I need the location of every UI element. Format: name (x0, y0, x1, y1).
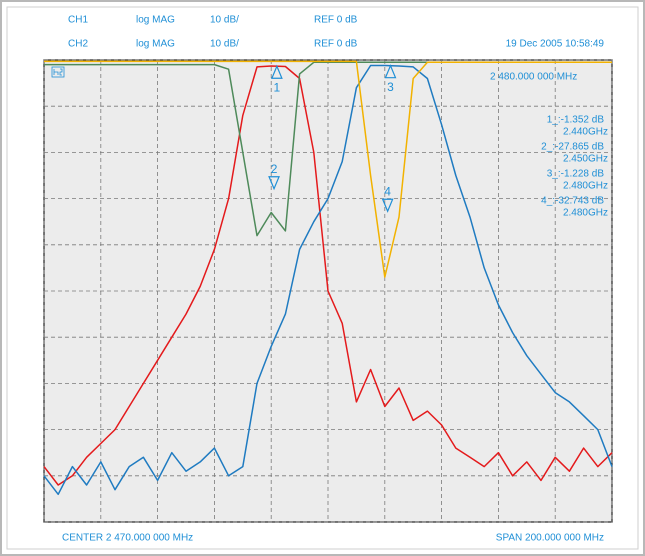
channel-scale: 10 dB/ (210, 15, 239, 26)
trace (43, 64, 613, 496)
date: 19 Dec 2005 10:58:49 (506, 39, 605, 50)
annotation: 2 480.000 000 MHz (490, 72, 577, 83)
channel-name: CH2 (68, 39, 88, 50)
marker-label: 2 (271, 162, 278, 176)
marker (384, 64, 397, 79)
marker-freq: 2.480GHz (563, 208, 608, 219)
channel-format: log MAG (136, 15, 175, 26)
marker (270, 64, 283, 79)
center-label: CENTER 2 470.000 000 MHz (62, 533, 193, 544)
inner-frame (6, 6, 639, 550)
channel-ref: REF 0 dB (314, 15, 358, 26)
marker-readout: 1_:-1.352 dB (547, 115, 605, 126)
trace (43, 65, 613, 486)
marker (381, 198, 394, 213)
marker-freq: 2.450GHz (563, 154, 608, 165)
marker-freq: 2.480GHz (563, 181, 608, 192)
marker (268, 176, 280, 191)
marker-label: 1 (274, 80, 281, 94)
channel-format: log MAG (136, 39, 175, 50)
marker-label: 3 (387, 80, 394, 94)
trace (44, 60, 612, 278)
channel-icon (51, 66, 65, 78)
channel-scale: 10 dB/ (210, 39, 239, 50)
marker-freq: 2.440GHz (563, 127, 608, 138)
marker-readout: 4_:-32.743 dB (541, 196, 604, 207)
marker-label: 4 (384, 184, 391, 198)
channel-ref: REF 0 dB (314, 39, 358, 50)
marker-readout: 2_:-27.865 dB (541, 142, 604, 153)
channel-name: CH1 (68, 15, 88, 26)
span-label: SPAN 200.000 000 MHz (496, 533, 604, 544)
marker-readout: 3_:-1.228 dB (547, 169, 605, 180)
